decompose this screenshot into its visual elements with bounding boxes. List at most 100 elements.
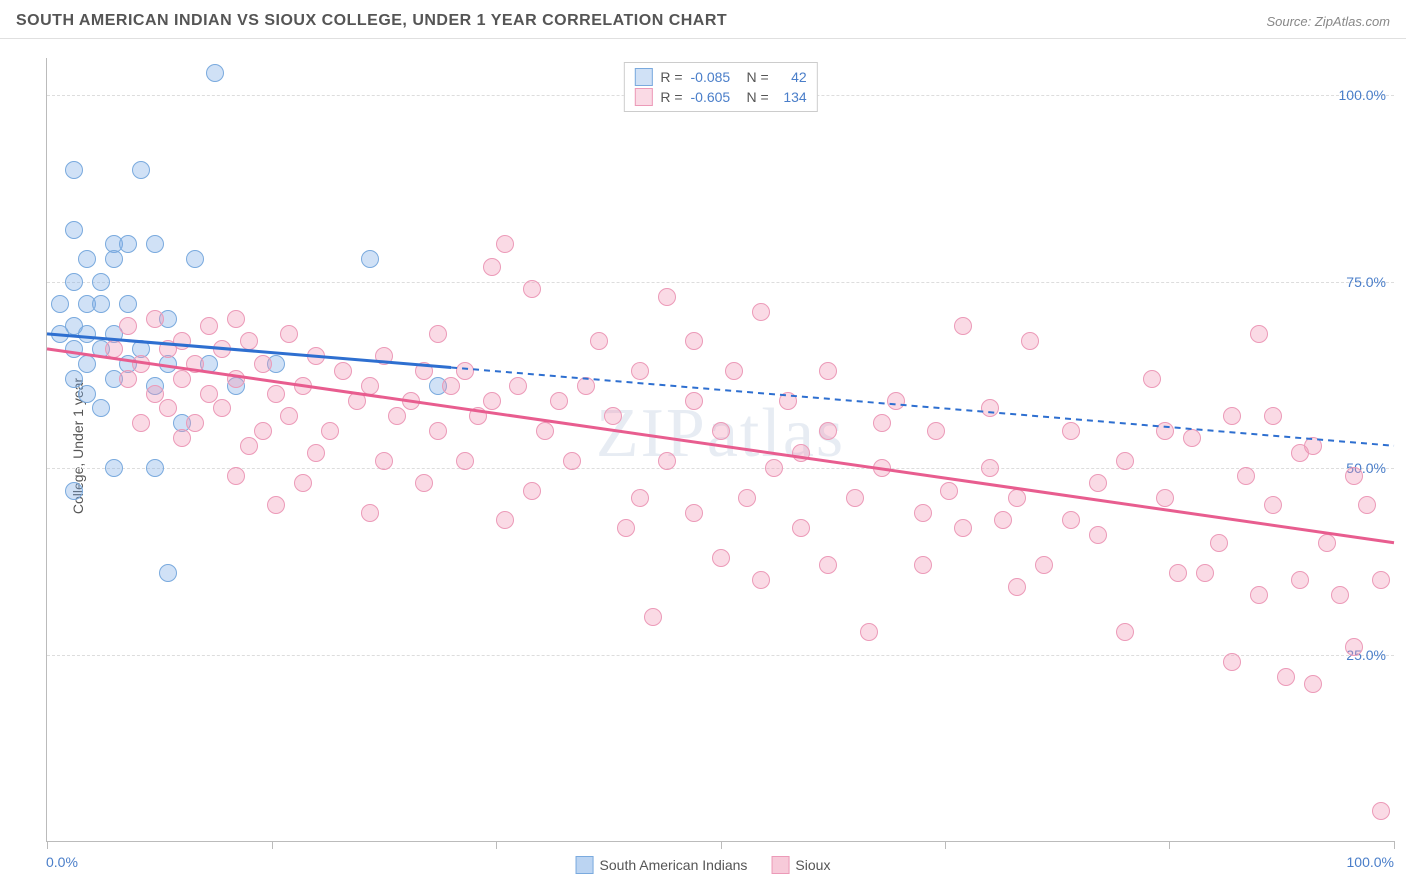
gridline [47, 282, 1394, 283]
point-series-b [321, 422, 339, 440]
point-series-b [483, 258, 501, 276]
point-series-b [536, 422, 554, 440]
point-series-a [78, 385, 96, 403]
y-tick-label: 75.0% [1346, 274, 1386, 290]
point-series-b [1318, 534, 1336, 552]
legend-swatch [634, 68, 652, 86]
legend-r-label: R = [660, 89, 682, 105]
point-series-b [186, 355, 204, 373]
point-series-b [1372, 571, 1390, 589]
point-series-b [173, 370, 191, 388]
point-series-b [509, 377, 527, 395]
point-series-b [1237, 467, 1255, 485]
point-series-b [604, 407, 622, 425]
x-tick [47, 841, 48, 849]
point-series-b [658, 288, 676, 306]
point-series-b [159, 399, 177, 417]
point-series-b [523, 482, 541, 500]
correlation-legend-box: R = -0.085 N = 42 R = -0.605 N = 134 [623, 62, 817, 112]
point-series-b [725, 362, 743, 380]
point-series-b [1035, 556, 1053, 574]
legend-n-label: N = [747, 89, 769, 105]
point-series-b [1008, 489, 1026, 507]
point-series-b [981, 399, 999, 417]
point-series-b [213, 340, 231, 358]
point-series-a [119, 235, 137, 253]
point-series-b [1345, 638, 1363, 656]
gridline [47, 655, 1394, 656]
series-legend-item: Sioux [771, 856, 830, 874]
point-series-a [51, 295, 69, 313]
point-series-b [1264, 496, 1282, 514]
point-series-b [429, 325, 447, 343]
point-series-b [200, 385, 218, 403]
gridline [47, 468, 1394, 469]
legend-r-value: -0.085 [691, 69, 739, 85]
point-series-b [765, 459, 783, 477]
point-series-b [1345, 467, 1363, 485]
point-series-a [159, 564, 177, 582]
legend-n-value: 134 [777, 89, 807, 105]
point-series-b [1089, 526, 1107, 544]
point-series-a [105, 250, 123, 268]
chart-header: SOUTH AMERICAN INDIAN VS SIOUX COLLEGE, … [0, 0, 1406, 39]
point-series-b [361, 377, 379, 395]
point-series-b [1008, 578, 1026, 596]
point-series-b [456, 362, 474, 380]
point-series-b [132, 355, 150, 373]
point-series-b [280, 325, 298, 343]
point-series-a [78, 325, 96, 343]
point-series-b [550, 392, 568, 410]
point-series-a [361, 250, 379, 268]
x-tick [1169, 841, 1170, 849]
point-series-b [1116, 623, 1134, 641]
point-series-b [927, 422, 945, 440]
point-series-a [51, 325, 69, 343]
point-series-b [819, 422, 837, 440]
point-series-b [1223, 653, 1241, 671]
legend-row: R = -0.605 N = 134 [634, 87, 806, 107]
point-series-b [132, 414, 150, 432]
point-series-b [483, 392, 501, 410]
point-series-b [1116, 452, 1134, 470]
point-series-b [1021, 332, 1039, 350]
x-axis-max-label: 100.0% [1347, 854, 1394, 870]
scatter-plot-area: ZIPatlas R = -0.085 N = 42 R = -0.605 N … [46, 58, 1394, 842]
point-series-a [105, 459, 123, 477]
point-series-b [1291, 444, 1309, 462]
point-series-b [227, 467, 245, 485]
point-series-b [294, 377, 312, 395]
series-legend-item: South American Indians [576, 856, 748, 874]
point-series-b [334, 362, 352, 380]
point-series-b [1331, 586, 1349, 604]
point-series-b [1250, 325, 1268, 343]
legend-row: R = -0.085 N = 42 [634, 67, 806, 87]
point-series-b [994, 511, 1012, 529]
point-series-b [873, 459, 891, 477]
point-series-b [1196, 564, 1214, 582]
point-series-b [819, 556, 837, 574]
point-series-a [92, 273, 110, 291]
point-series-b [240, 437, 258, 455]
point-series-b [981, 459, 999, 477]
point-series-b [523, 280, 541, 298]
point-series-b [631, 489, 649, 507]
point-series-a [186, 250, 204, 268]
point-series-b [1223, 407, 1241, 425]
point-series-b [267, 496, 285, 514]
point-series-a [146, 459, 164, 477]
point-series-b [792, 444, 810, 462]
point-series-b [860, 623, 878, 641]
point-series-b [1210, 534, 1228, 552]
point-series-b [873, 414, 891, 432]
point-series-a [78, 250, 96, 268]
point-series-b [685, 504, 703, 522]
point-series-b [307, 347, 325, 365]
point-series-b [294, 474, 312, 492]
point-series-b [442, 377, 460, 395]
point-series-b [496, 235, 514, 253]
point-series-b [280, 407, 298, 425]
point-series-b [105, 340, 123, 358]
point-series-b [119, 370, 137, 388]
point-series-b [375, 452, 393, 470]
